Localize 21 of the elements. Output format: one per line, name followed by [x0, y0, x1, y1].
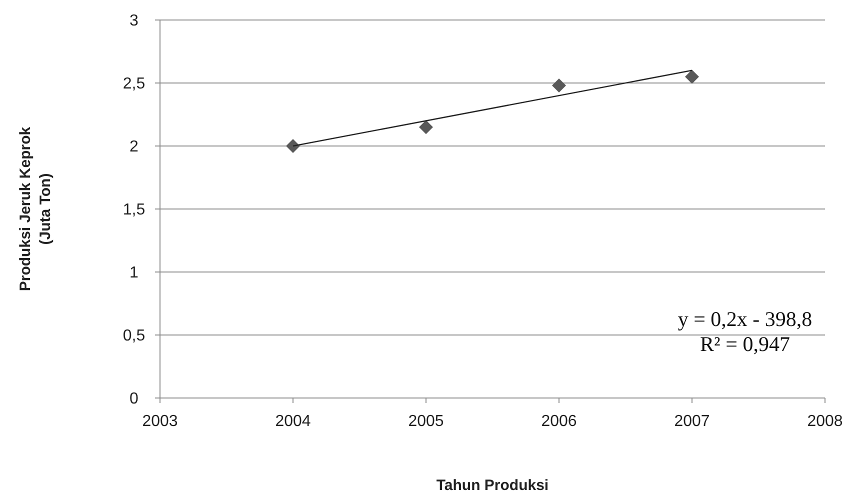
point: [552, 78, 566, 93]
y-axis-title: Produksi Jeruk Keprok (Juta Ton): [17, 126, 54, 292]
x-tick-label: 2007: [674, 413, 710, 430]
x-tick-label: 2008: [807, 413, 843, 430]
y-tick-label: 2: [130, 138, 139, 156]
y-tick-label: 2,5: [122, 76, 146, 93]
y-tick-label: 1,5: [122, 202, 146, 219]
point: [419, 120, 433, 134]
annotation: R² = 0,947: [700, 332, 790, 356]
y-tick-label: 3: [130, 12, 139, 30]
y-tick-label: 1: [130, 264, 139, 282]
annotation: y = 0,2x - 398,8: [678, 307, 812, 331]
x-tick-label: 2006: [541, 413, 577, 430]
x-tick-label: 2004: [275, 413, 311, 430]
point: [286, 139, 300, 153]
y-tick-label: 0,5: [122, 328, 146, 345]
point: [685, 70, 699, 84]
x-tick-label: 2003: [142, 413, 178, 430]
x-tick-label: 2005: [408, 413, 444, 430]
x-axis-title: Tahun Produksi: [436, 477, 549, 494]
y-tick-label: 0: [130, 390, 139, 408]
